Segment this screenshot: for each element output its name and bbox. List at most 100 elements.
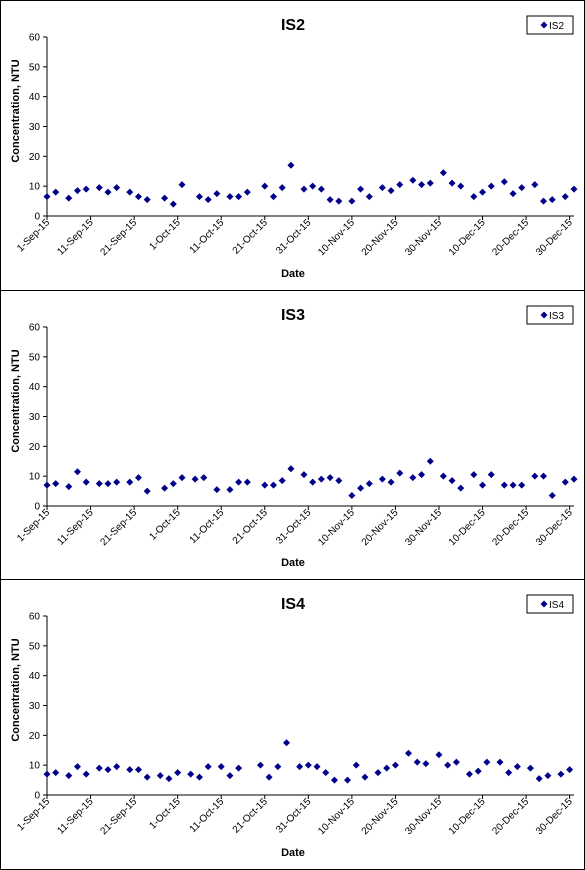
- y-tick-label: 0: [34, 212, 40, 223]
- x-tick-label: 21-Sep-15: [98, 796, 139, 837]
- x-tick-label: 30-Dec-15: [534, 217, 575, 258]
- data-point: [326, 474, 334, 482]
- data-point: [95, 184, 103, 192]
- x-tick-label: 10-Dec-15: [447, 507, 488, 548]
- data-point: [195, 193, 203, 201]
- data-point: [348, 492, 356, 500]
- data-point: [143, 196, 151, 204]
- data-point: [52, 188, 60, 196]
- data-point: [531, 472, 539, 480]
- legend-marker: [540, 21, 548, 29]
- data-point: [448, 179, 456, 187]
- x-tick-label: 21-Oct-15: [231, 507, 271, 547]
- x-tick-label: 31-Oct-15: [274, 796, 314, 836]
- chart-is4: IS4 Concentration, NTU Date IS4 0 10 20 30 4…: [10, 594, 575, 859]
- data-point: [418, 181, 426, 189]
- data-point: [317, 185, 325, 193]
- data-point: [65, 194, 73, 202]
- x-tick-label: 30-Dec-15: [534, 796, 575, 837]
- legend-box: [526, 15, 574, 35]
- data-point: [73, 763, 81, 771]
- data-point: [509, 481, 517, 489]
- data-point: [235, 764, 243, 772]
- legend-box: [526, 594, 574, 614]
- y-tick-label: 10: [29, 761, 41, 772]
- y-tick-label: 50: [29, 352, 41, 363]
- data-point: [113, 763, 121, 771]
- data-point: [309, 182, 317, 190]
- data-points: [43, 161, 578, 208]
- data-point: [448, 477, 456, 485]
- x-tick-label: 10-Nov-15: [316, 507, 357, 548]
- y-tick-label: 10: [29, 472, 41, 483]
- chart-panel-is3: IS3 Concentration, NTU Date IS3 0 10 20 30 4…: [0, 290, 585, 580]
- chart-panel-is4: IS4 Concentration, NTU Date IS4 0 10 20 30 4…: [0, 579, 585, 870]
- x-tick-label: 1-Oct-15: [147, 796, 183, 832]
- data-point: [126, 766, 134, 774]
- data-point: [544, 772, 552, 780]
- data-point: [413, 758, 421, 766]
- x-tick-label: 11-Sep-15: [55, 217, 96, 258]
- x-tick-label: 1-Sep-15: [15, 796, 52, 833]
- data-point: [65, 483, 73, 491]
- data-point: [52, 769, 60, 777]
- data-point: [104, 480, 112, 488]
- data-point: [178, 474, 186, 482]
- data-point: [387, 187, 395, 195]
- data-point: [213, 486, 221, 494]
- y-tick-label: 50: [29, 62, 41, 73]
- x-tick-label: 11-Oct-15: [188, 796, 227, 835]
- data-point: [509, 190, 517, 198]
- data-point: [143, 487, 151, 495]
- data-point: [396, 469, 404, 477]
- data-point: [300, 471, 308, 479]
- data-point: [418, 471, 426, 479]
- data-point: [169, 480, 177, 488]
- x-tick-label: 11-Oct-15: [188, 217, 227, 256]
- data-point: [357, 484, 365, 492]
- data-point: [226, 486, 234, 494]
- data-point: [178, 181, 186, 189]
- data-point: [283, 739, 291, 747]
- x-tick-label: 11-Oct-15: [188, 507, 227, 546]
- data-point: [335, 197, 343, 205]
- data-point: [213, 190, 221, 198]
- data-point: [518, 184, 526, 192]
- data-point: [187, 770, 195, 778]
- data-point: [52, 480, 60, 488]
- x-tick-label: 21-Sep-15: [98, 507, 139, 548]
- legend-marker: [540, 311, 548, 319]
- data-point: [269, 481, 277, 489]
- data-point: [161, 484, 169, 492]
- data-point: [383, 764, 391, 772]
- data-point: [195, 773, 203, 781]
- data-point: [479, 481, 487, 489]
- data-point: [309, 478, 317, 486]
- data-point: [269, 193, 277, 201]
- chart-panel-is2: IS2 Concentration, NTU Date IS2 0 10 20 30 4…: [0, 0, 585, 291]
- x-axis-title: Date: [281, 268, 305, 280]
- data-point: [500, 178, 508, 186]
- data-point: [287, 465, 295, 473]
- data-point: [531, 181, 539, 189]
- y-axis-title: Concentration, NTU: [10, 638, 22, 741]
- y-tick-label: 60: [29, 33, 41, 44]
- x-tick-label: 10-Nov-15: [316, 217, 357, 258]
- data-point: [261, 481, 269, 489]
- data-point: [548, 492, 556, 500]
- data-point: [169, 200, 177, 208]
- y-tick-label: 20: [29, 731, 41, 742]
- data-point: [426, 457, 434, 465]
- data-point: [378, 184, 386, 192]
- y-tick-label: 40: [29, 92, 41, 103]
- x-tick-label: 21-Oct-15: [231, 796, 271, 836]
- data-point: [161, 194, 169, 202]
- data-point: [300, 185, 308, 193]
- data-point: [43, 193, 51, 201]
- x-tick-label: 1-Sep-15: [15, 507, 52, 544]
- data-point: [278, 184, 286, 192]
- data-point: [317, 475, 325, 483]
- data-point: [387, 478, 395, 486]
